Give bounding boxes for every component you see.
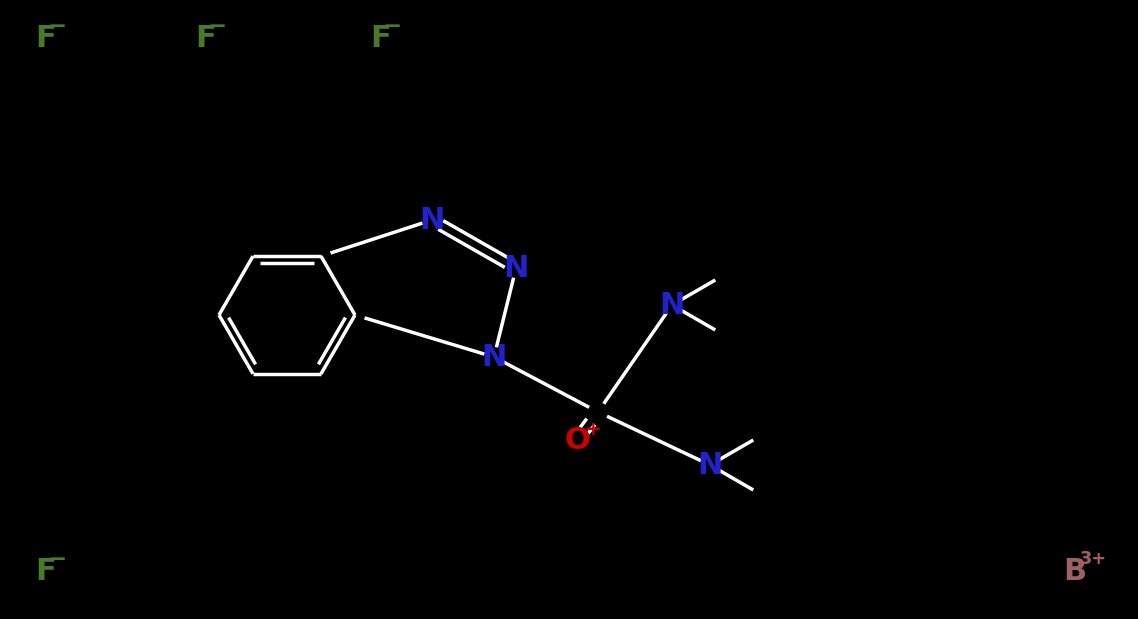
Text: N: N	[419, 206, 445, 235]
Text: F: F	[35, 24, 56, 53]
Text: N: N	[503, 254, 529, 282]
Text: −: −	[207, 14, 226, 38]
Text: F: F	[195, 24, 216, 53]
Text: N: N	[481, 342, 506, 371]
Text: +: +	[585, 420, 601, 438]
Text: N: N	[659, 290, 685, 319]
Text: −: −	[48, 14, 66, 38]
Text: F: F	[370, 24, 390, 53]
Text: 3+: 3+	[1080, 550, 1106, 568]
Text: N: N	[698, 451, 723, 480]
Text: O: O	[564, 425, 589, 454]
Text: −: −	[382, 14, 402, 38]
Text: B: B	[1063, 558, 1087, 586]
Text: F: F	[35, 558, 56, 586]
Text: −: −	[48, 548, 66, 571]
